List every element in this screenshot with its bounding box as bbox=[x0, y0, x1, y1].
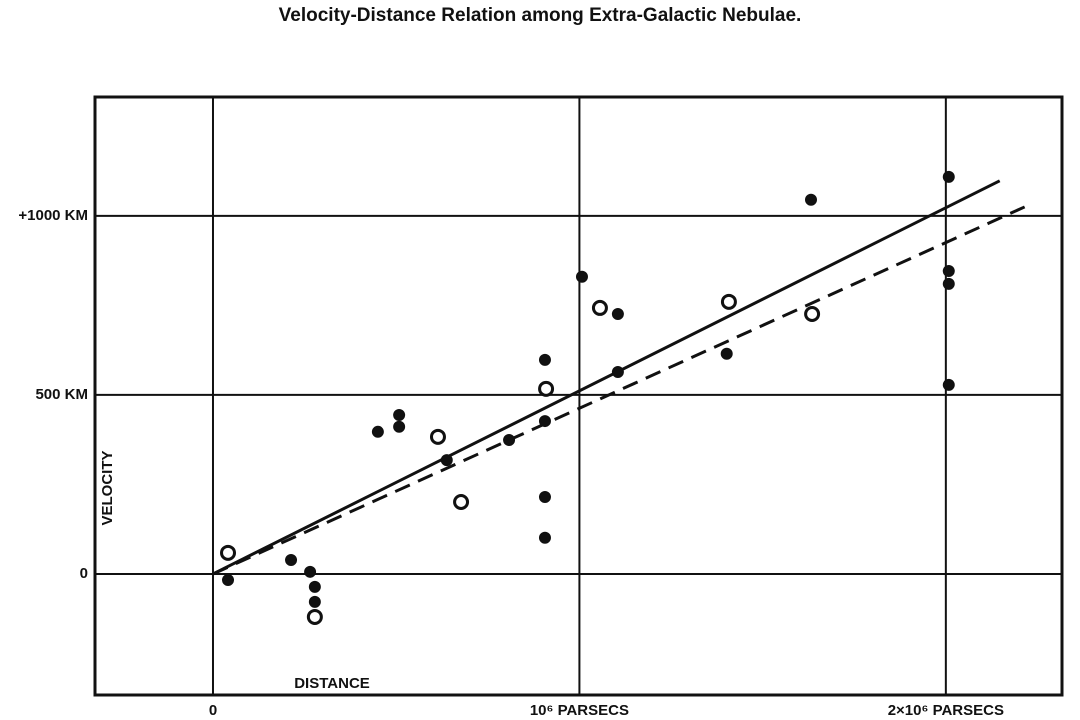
filled-point bbox=[304, 565, 317, 578]
filled-point bbox=[222, 574, 235, 587]
open-point bbox=[453, 493, 470, 510]
filled-point bbox=[942, 265, 955, 278]
filled-point bbox=[285, 554, 298, 567]
filled-point bbox=[503, 434, 516, 447]
y-axis-label: VELOCITY bbox=[99, 450, 116, 525]
filled-point bbox=[538, 353, 551, 366]
y-tick-label: +1000 KM bbox=[18, 207, 88, 224]
open-point bbox=[306, 608, 323, 625]
filled-point bbox=[538, 490, 551, 503]
open-point bbox=[720, 293, 737, 310]
open-point bbox=[220, 544, 237, 561]
filled-point bbox=[611, 366, 624, 379]
filled-point bbox=[611, 307, 624, 320]
x-tick-label: 10⁶ PARSECS bbox=[530, 702, 629, 719]
open-point bbox=[591, 299, 608, 316]
x-tick-label: 2×10⁶ PARSECS bbox=[888, 702, 1004, 719]
y-tick-label: 0 bbox=[80, 565, 88, 582]
filled-point bbox=[371, 425, 384, 438]
open-point bbox=[429, 428, 446, 445]
filled-point bbox=[942, 378, 955, 391]
chart-title: Velocity-Distance Relation among Extra-G… bbox=[279, 5, 802, 26]
filled-point bbox=[308, 595, 321, 608]
filled-point bbox=[804, 193, 817, 206]
filled-point bbox=[538, 415, 551, 428]
filled-point bbox=[575, 270, 588, 283]
x-axis-label: DISTANCE bbox=[294, 675, 370, 692]
x-tick-label: 0 bbox=[209, 702, 217, 719]
filled-point bbox=[308, 580, 321, 593]
open-point bbox=[538, 380, 555, 397]
filled-point bbox=[393, 420, 406, 433]
filled-point bbox=[393, 408, 406, 421]
fit-line bbox=[212, 205, 1026, 576]
filled-point bbox=[942, 277, 955, 290]
filled-point bbox=[538, 531, 551, 544]
filled-point bbox=[440, 454, 453, 467]
filled-point bbox=[720, 347, 733, 360]
open-point bbox=[804, 305, 821, 322]
y-tick-label: 500 KM bbox=[35, 386, 88, 403]
filled-point bbox=[942, 170, 955, 183]
fit-line bbox=[212, 179, 1001, 576]
